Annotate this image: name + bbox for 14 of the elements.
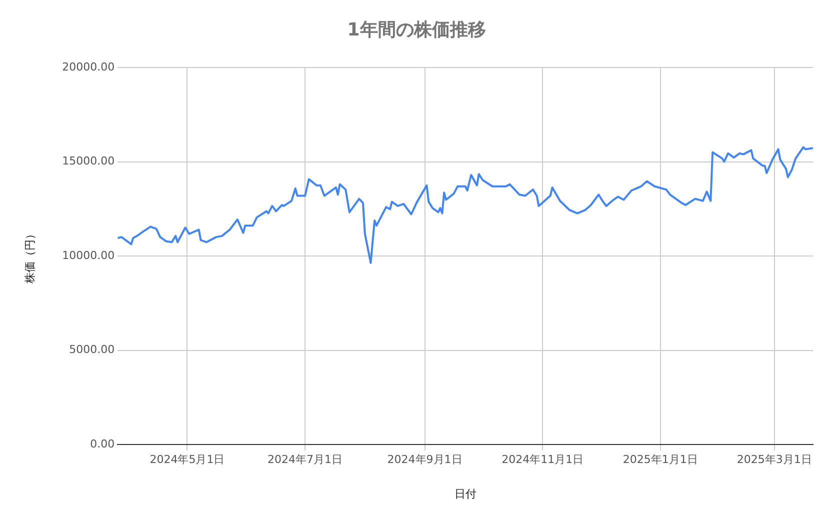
y-tick-label: 20000.00 — [62, 60, 115, 74]
x-tick-label: 2024年11月1日 — [502, 453, 584, 466]
y-tick-label: 15000.00 — [62, 154, 115, 168]
x-tick-label: 2025年1月1日 — [622, 453, 698, 466]
y-axis-title: 株価（円） — [23, 228, 36, 285]
y-tick-label: 0.00 — [90, 437, 115, 450]
x-tick-label: 2024年9月1日 — [387, 453, 462, 466]
chart-title: 1年間の株価推移 — [347, 19, 486, 40]
x-tick-label: 2024年7月1日 — [268, 453, 343, 466]
y-tick-label: 5000.00 — [69, 343, 115, 356]
y-tick-label: 10000.00 — [62, 248, 115, 262]
x-tick-label: 2024年5月1日 — [150, 453, 225, 466]
x-tick-label: 2025年3月1日 — [736, 453, 812, 466]
x-axis-title: 日付 — [454, 487, 476, 500]
